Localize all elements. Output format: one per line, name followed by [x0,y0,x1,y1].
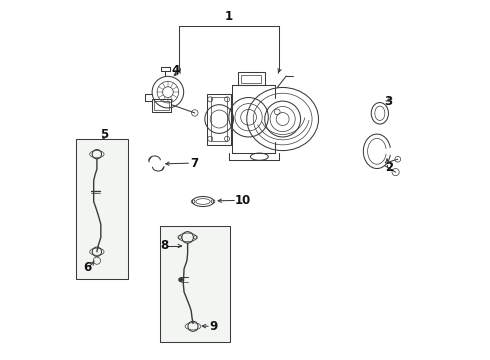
Text: 5: 5 [100,128,109,141]
Bar [241,75,262,83]
Bar [207,94,231,145]
Text: 9: 9 [210,320,218,333]
Bar [238,72,265,85]
Text: 2: 2 [386,161,393,174]
Text: 3: 3 [384,95,392,108]
Bar [154,101,170,110]
Text: 10: 10 [235,194,251,207]
Text: 7: 7 [190,157,198,170]
Bar [76,139,128,279]
Text: 4: 4 [171,64,179,77]
Circle shape [179,278,183,282]
Text: 8: 8 [161,239,169,252]
Text: 6: 6 [83,261,91,274]
Text: 1: 1 [225,10,233,23]
Bar [160,226,230,342]
Bar [211,97,227,141]
